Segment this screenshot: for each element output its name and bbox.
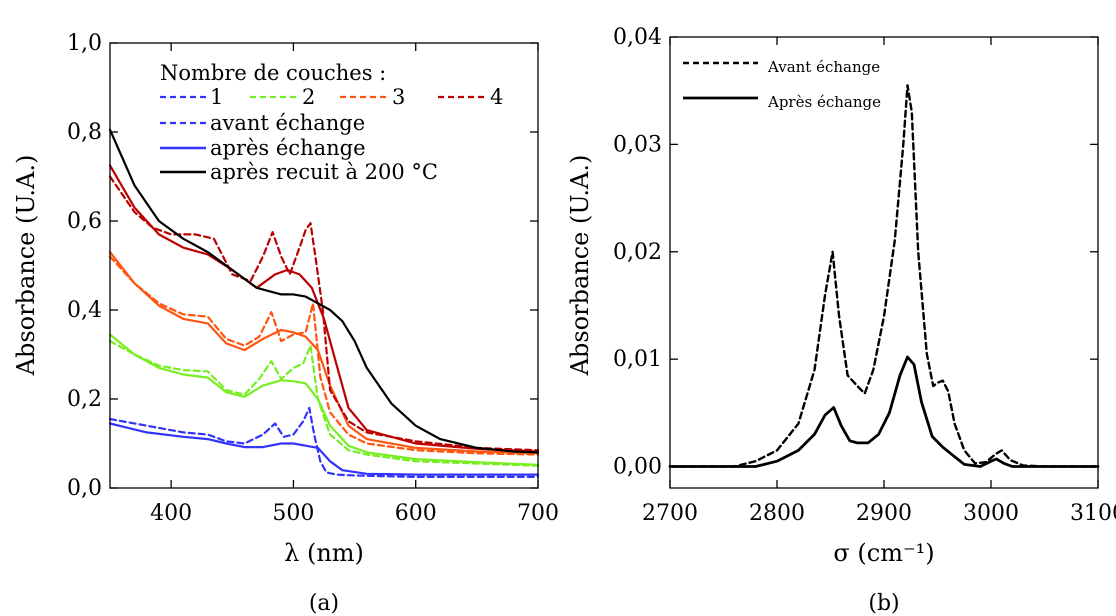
chart-b-y-tick-label: 0,00 bbox=[613, 455, 662, 480]
chart-a-series-7-line bbox=[108, 164, 540, 453]
chart-a-series-2-line bbox=[108, 340, 540, 467]
chart-b-x-tick-label: 2800 bbox=[749, 501, 805, 526]
chart-b-y-tick-label: 0,04 bbox=[613, 25, 662, 50]
chart-b-x-tick-label: 2900 bbox=[856, 501, 912, 526]
chart-a-y-tick-label: 0,4 bbox=[67, 298, 102, 323]
chart-b-series-1-line bbox=[668, 355, 1100, 468]
chart-a-y-tick-label: 0,2 bbox=[67, 387, 102, 412]
chart-b-series bbox=[668, 84, 1100, 468]
chart-a-series-0-line bbox=[108, 406, 540, 478]
legend-label-4: 4 bbox=[490, 85, 503, 109]
chart-a: 400 500 600 700 0,0 0,2 0,4 0,6 0,8 1,0 Absorbanc… bbox=[12, 31, 559, 616]
legend-title: Nombre de couches : bbox=[160, 61, 386, 85]
chart-a-x-tick-label: 700 bbox=[517, 501, 559, 526]
chart-b-y-tick-label: 0,02 bbox=[613, 240, 662, 265]
chart-a-y-axis-label: Absorbance (U.A.) bbox=[12, 155, 40, 377]
chart-b-x-axis-label: σ (cm⁻¹) bbox=[833, 539, 934, 567]
legend-label-2: 2 bbox=[302, 85, 315, 109]
chart-a-y-tick-label: 0,6 bbox=[67, 209, 102, 234]
chart-a-y-tick-label: 1,0 bbox=[67, 31, 102, 56]
chart-a-series-8-line bbox=[108, 128, 540, 454]
chart-a-legend: Nombre de couches : 1 2 3 4 avant échang… bbox=[160, 61, 503, 184]
chart-b-frame bbox=[669, 36, 1099, 489]
chart-a-series-6-line bbox=[108, 175, 540, 452]
legend-label-apres-b: Après échange bbox=[767, 93, 881, 111]
chart-a-x-tick-label: 500 bbox=[272, 501, 314, 526]
chart-b-y-tick-label: 0,01 bbox=[613, 347, 662, 372]
legend-label-recuit: après recuit à 200 °C bbox=[210, 160, 438, 184]
chart-a-series-4-line bbox=[108, 255, 540, 456]
chart-a-x-axis-label: λ (nm) bbox=[284, 539, 364, 567]
chart-b-y-axis-label: Absorbance (U.A.) bbox=[566, 155, 594, 377]
legend-label-avant: avant échange bbox=[210, 111, 365, 135]
chart-a-axes: 400 500 600 700 0,0 0,2 0,4 0,6 0,8 1,0 bbox=[67, 31, 559, 526]
chart-b-x-tick-label: 2700 bbox=[642, 501, 698, 526]
chart-b-x-tick-label: 3000 bbox=[963, 501, 1019, 526]
chart-b-caption: (b) bbox=[868, 591, 899, 616]
legend-label-apres: après échange bbox=[210, 136, 366, 160]
chart-a-series-3-line bbox=[108, 333, 540, 466]
chart-b-legend: Avant échange Après échange bbox=[683, 58, 881, 111]
chart-a-y-tick-label: 0,8 bbox=[67, 120, 102, 145]
chart-b-y-tick-label: 0,03 bbox=[613, 132, 662, 157]
chart-b-series-0-line bbox=[668, 84, 1100, 468]
chart-a-x-tick-label: 400 bbox=[150, 501, 192, 526]
chart-a-series-1-line bbox=[108, 422, 540, 476]
chart-a-series-5-line bbox=[108, 251, 540, 455]
chart-a-x-tick-label: 600 bbox=[395, 501, 437, 526]
chart-a-frame bbox=[109, 42, 539, 489]
chart-a-caption: (a) bbox=[309, 591, 339, 616]
legend-label-1: 1 bbox=[210, 85, 223, 109]
chart-a-y-tick-label: 0,0 bbox=[67, 476, 102, 501]
legend-label-3: 3 bbox=[392, 85, 405, 109]
chart-a-series bbox=[108, 128, 540, 478]
legend-label-avant-b: Avant échange bbox=[767, 58, 880, 76]
